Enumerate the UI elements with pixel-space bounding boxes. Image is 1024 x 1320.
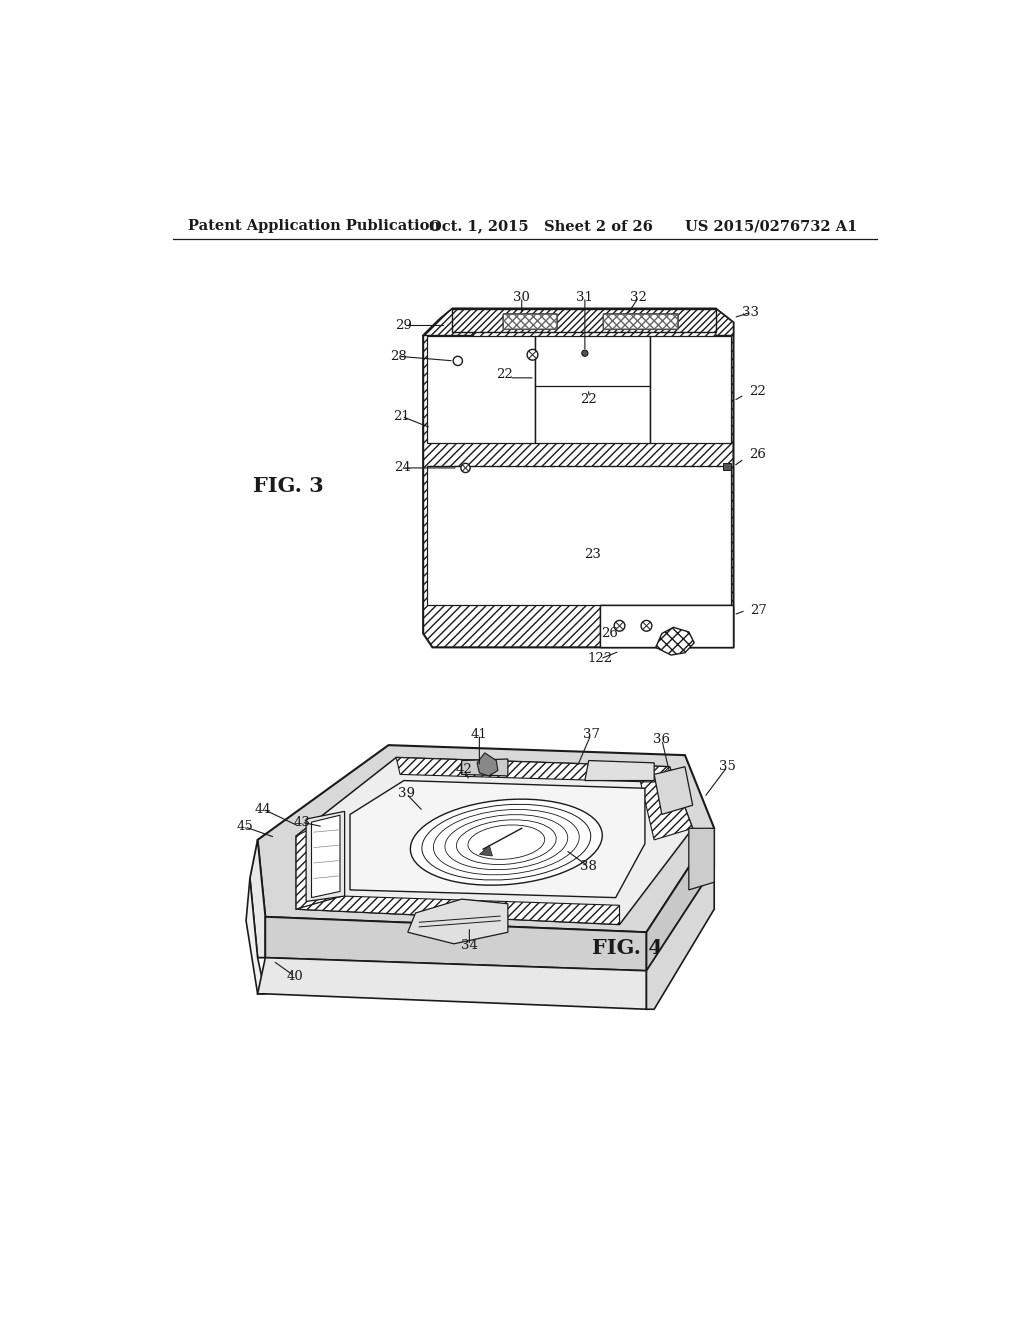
Text: Oct. 1, 2015   Sheet 2 of 26: Oct. 1, 2015 Sheet 2 of 26	[429, 219, 653, 234]
Polygon shape	[258, 744, 714, 932]
Polygon shape	[250, 840, 265, 958]
Text: 43: 43	[293, 816, 310, 829]
Polygon shape	[600, 605, 733, 647]
Polygon shape	[296, 896, 620, 924]
Text: 22: 22	[581, 393, 597, 407]
Circle shape	[527, 350, 538, 360]
Text: FIG. 4: FIG. 4	[592, 937, 663, 957]
Ellipse shape	[411, 799, 602, 886]
Text: FIG. 3: FIG. 3	[253, 475, 324, 495]
Polygon shape	[535, 335, 650, 444]
Text: 23: 23	[584, 548, 601, 561]
Text: 45: 45	[237, 820, 253, 833]
Polygon shape	[479, 845, 493, 855]
Text: 32: 32	[631, 290, 647, 304]
Polygon shape	[423, 309, 473, 335]
Circle shape	[582, 350, 588, 356]
Polygon shape	[423, 309, 733, 647]
Polygon shape	[427, 466, 731, 605]
Text: 37: 37	[583, 727, 599, 741]
Polygon shape	[639, 767, 692, 840]
FancyBboxPatch shape	[503, 314, 557, 330]
Polygon shape	[654, 767, 692, 814]
Polygon shape	[427, 335, 535, 444]
Circle shape	[461, 463, 470, 473]
Circle shape	[614, 620, 625, 631]
Polygon shape	[296, 813, 342, 909]
Polygon shape	[453, 309, 716, 331]
Text: 21: 21	[393, 409, 410, 422]
Polygon shape	[306, 812, 345, 902]
Circle shape	[641, 620, 652, 631]
Polygon shape	[258, 958, 646, 1010]
Polygon shape	[477, 752, 498, 776]
Polygon shape	[650, 335, 731, 444]
Text: 26: 26	[601, 627, 617, 640]
Polygon shape	[311, 816, 340, 898]
Text: 22: 22	[496, 367, 512, 380]
Text: 41: 41	[471, 727, 487, 741]
Polygon shape	[646, 829, 714, 970]
Polygon shape	[716, 309, 733, 335]
Text: 38: 38	[581, 861, 597, 874]
Polygon shape	[655, 627, 694, 655]
Text: 42: 42	[456, 763, 472, 776]
Text: 27: 27	[751, 603, 767, 616]
Text: 35: 35	[719, 760, 736, 774]
Text: 34: 34	[461, 939, 478, 952]
Polygon shape	[265, 917, 646, 970]
Polygon shape	[646, 867, 714, 1010]
Text: 33: 33	[742, 306, 759, 319]
Text: 36: 36	[653, 733, 671, 746]
Text: 122: 122	[588, 652, 612, 665]
Text: 30: 30	[513, 290, 530, 304]
Text: 26: 26	[749, 449, 766, 462]
Polygon shape	[462, 759, 508, 776]
Polygon shape	[600, 605, 733, 647]
Text: 24: 24	[394, 462, 411, 474]
Polygon shape	[408, 899, 508, 944]
Text: 44: 44	[255, 803, 271, 816]
Polygon shape	[689, 829, 714, 890]
Polygon shape	[246, 878, 265, 994]
Text: 28: 28	[390, 350, 407, 363]
Text: 31: 31	[577, 290, 593, 304]
Text: 40: 40	[286, 970, 303, 982]
Polygon shape	[396, 758, 670, 781]
Text: 39: 39	[397, 787, 415, 800]
Text: US 2015/0276732 A1: US 2015/0276732 A1	[685, 219, 857, 234]
FancyBboxPatch shape	[603, 314, 678, 330]
Text: 29: 29	[395, 319, 413, 333]
Polygon shape	[724, 462, 731, 470]
Polygon shape	[350, 780, 645, 898]
Polygon shape	[585, 760, 654, 780]
Polygon shape	[296, 758, 692, 924]
Text: Patent Application Publication: Patent Application Publication	[188, 219, 440, 234]
Text: 22: 22	[749, 385, 766, 399]
